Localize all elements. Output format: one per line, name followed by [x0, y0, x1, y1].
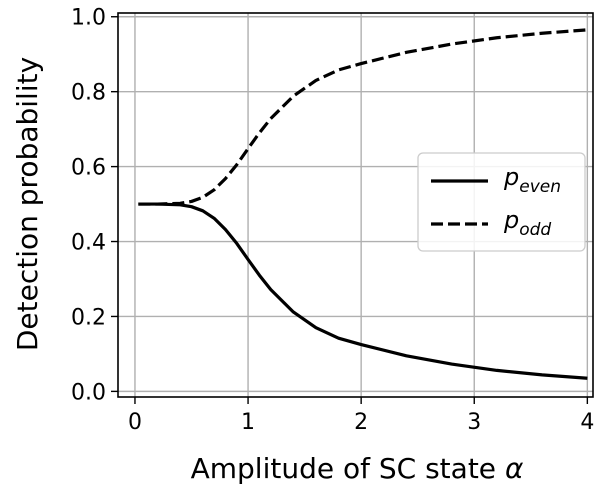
grid-layer: [118, 13, 593, 397]
legend: peven podd: [417, 152, 586, 252]
x-tick-label-3: 3: [467, 410, 481, 435]
y-tick-label-0: 0.0: [71, 380, 106, 405]
legend-even-label: peven: [503, 163, 561, 197]
y-tick-label-1: 0.2: [71, 305, 106, 330]
tick-layer: 0 1 2 3 4 0.0 0.2 0.4 0.6 0.8 1.0: [71, 6, 594, 435]
x-tick-label-4: 4: [580, 410, 594, 435]
plot-frame: [117, 12, 594, 398]
y-tick-label-3: 0.6: [71, 156, 106, 181]
legend-box: [417, 152, 586, 252]
y-tick-label-4: 0.8: [71, 81, 106, 106]
y-tick-label-2: 0.4: [71, 231, 106, 256]
y-tick-label-5: 1.0: [71, 6, 106, 31]
y-axis-label: Detection probability: [11, 57, 44, 351]
x-axis-label-symbol: α: [505, 452, 524, 485]
x-tick-label-0: 0: [128, 410, 142, 435]
series-layer: [138, 28, 588, 380]
legend-odd-label: podd: [503, 206, 551, 240]
x-tick-label-2: 2: [354, 410, 368, 435]
series-line-even: [138, 202, 588, 380]
x-axis-label: Amplitude of SC state α: [191, 452, 524, 485]
x-axis-label-text: Amplitude of SC state: [191, 452, 496, 485]
x-tick-label-1: 1: [241, 410, 255, 435]
series-line-odd: [138, 28, 588, 206]
